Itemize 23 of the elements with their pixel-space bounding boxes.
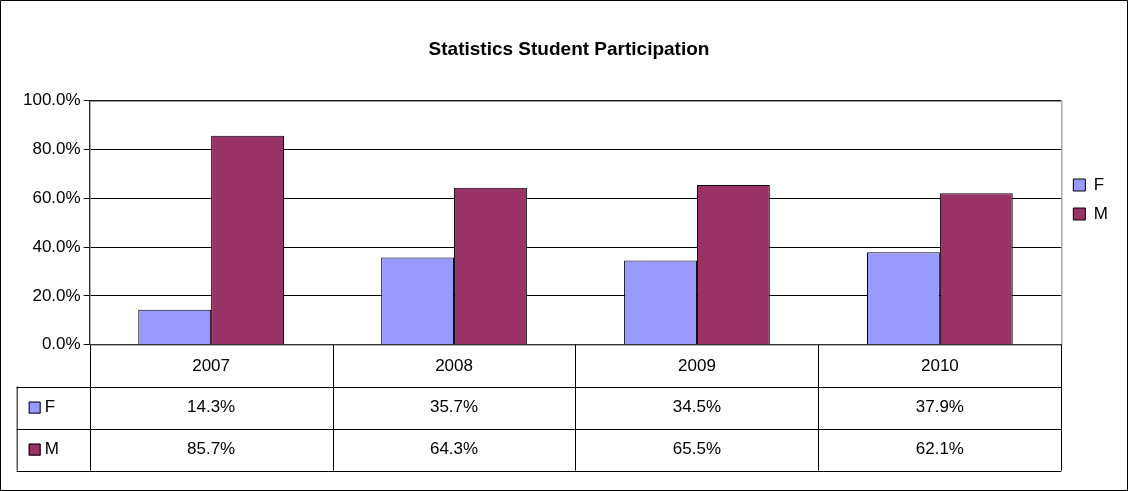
y-tick-label: 0.0% [41,334,81,354]
y-tick-label: 60.0% [32,188,81,208]
data-label: 37.9% [915,397,964,417]
y-tick-label: 40.0% [32,236,81,256]
x-tick-label: 2007 [192,356,231,376]
legend-label: M [1093,203,1109,223]
y-tick-label: 80.0% [32,139,81,159]
data-label: 35.7% [429,397,479,417]
data-label: 14.3% [187,397,236,417]
x-tick-label: 2008 [435,356,473,376]
y-tick-label: 20.0% [32,285,81,305]
text: M [44,439,59,459]
data-label: 62.1% [915,439,964,459]
x-tick-label: 2009 [678,356,716,376]
legend-label: F [44,397,56,417]
data-label: 85.7% [187,439,236,459]
text: F [1093,174,1105,194]
data-label: 34.5% [672,397,722,417]
x-tick-label: 2010 [920,356,959,376]
chart-title: Statistics Student Participation [428,37,710,59]
data-label: 65.5% [672,439,722,459]
data-label: 64.3% [429,439,479,459]
y-tick-label: 100.0% [22,90,81,110]
